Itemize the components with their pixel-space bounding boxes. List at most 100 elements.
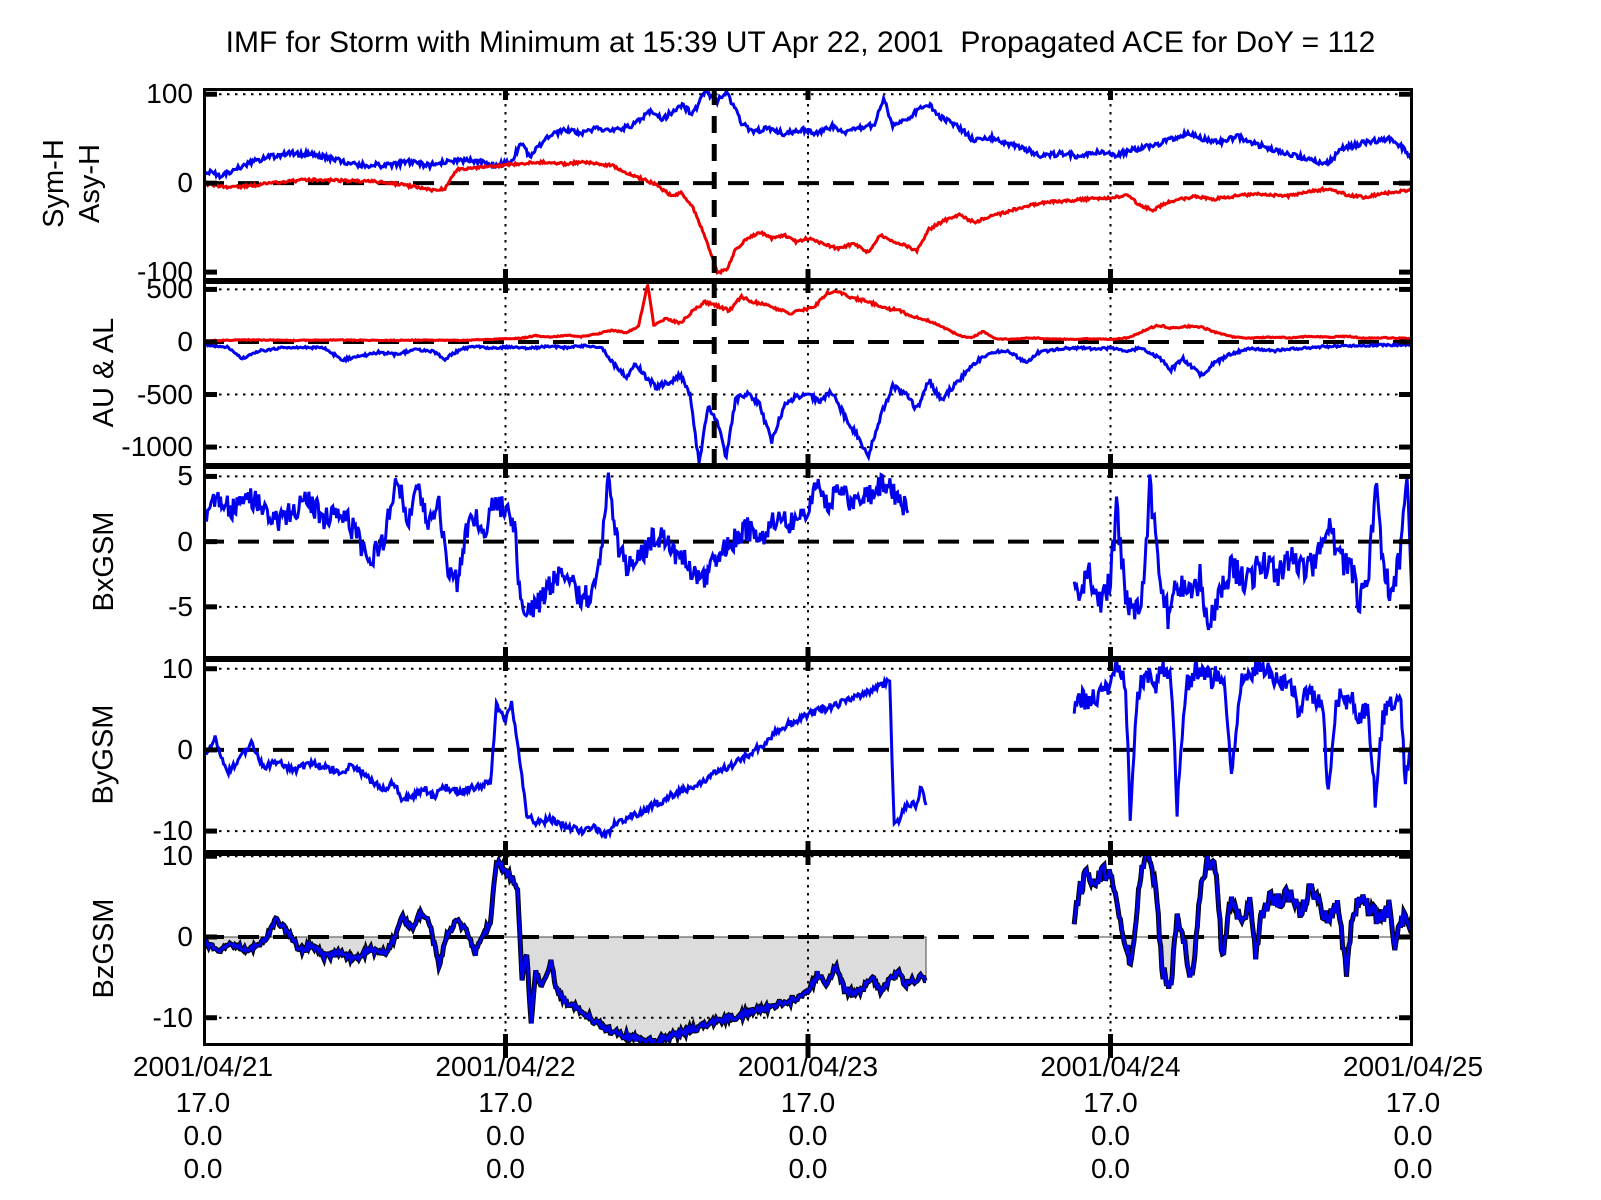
x-tick-value-label: 0.0 bbox=[788, 1120, 828, 1151]
x-tick-date-label: 2001/04/25 bbox=[1342, 1051, 1484, 1082]
y-tick-mark bbox=[1399, 747, 1413, 753]
panel-bxgsm bbox=[203, 466, 1413, 659]
y-tick-mark bbox=[1399, 180, 1413, 186]
x-tick-mark bbox=[805, 647, 811, 659]
y-tick-mark bbox=[203, 604, 217, 610]
series-al bbox=[203, 341, 1413, 464]
x-tick-mark bbox=[1108, 853, 1113, 865]
panel-frame bbox=[203, 281, 1413, 466]
negative-bz-shaded-area bbox=[203, 936, 927, 1046]
y-tick-label: 500 bbox=[146, 273, 193, 305]
y-tick-mark bbox=[203, 339, 217, 345]
y-tick-mark bbox=[203, 91, 217, 97]
x-tick-mark bbox=[805, 454, 811, 466]
y-tick-label: -10 bbox=[152, 815, 193, 847]
x-tick-value-label: 0.0 bbox=[788, 1153, 828, 1184]
x-tick-mark bbox=[503, 466, 508, 478]
x-tick-value-label: 0.0 bbox=[1393, 1120, 1433, 1151]
y-tick-label: -100 bbox=[136, 256, 193, 288]
x-tick-mark bbox=[1108, 647, 1113, 659]
y-tick-mark bbox=[203, 666, 217, 672]
y-tick-label: -1000 bbox=[121, 431, 193, 463]
y-tick-mark bbox=[203, 853, 217, 859]
y-tick-mark bbox=[1399, 91, 1413, 97]
series-sym-h bbox=[203, 158, 1413, 276]
y-tick-mark bbox=[203, 392, 217, 398]
x-tick-value-label: 0.0 bbox=[486, 1120, 525, 1151]
y-tick-mark bbox=[1399, 604, 1413, 610]
x-tick-mark bbox=[503, 1034, 508, 1046]
x-tick-mark bbox=[503, 454, 508, 466]
x-tick-mark bbox=[805, 853, 811, 865]
y-tick-label: 100 bbox=[146, 78, 193, 110]
y-tick-mark bbox=[203, 286, 217, 292]
x-tick-mark bbox=[805, 841, 811, 853]
y-tick-mark bbox=[1399, 934, 1413, 940]
x-tick-mark bbox=[1108, 841, 1113, 853]
panel-au-al bbox=[203, 281, 1413, 466]
y-tick-mark bbox=[1399, 539, 1413, 545]
bottom-axis-ticks bbox=[503, 1045, 1113, 1058]
x-tick-mark bbox=[805, 281, 811, 293]
y-tick-label: 0 bbox=[177, 525, 193, 557]
y-axis-label-bxgsm: BxGSM bbox=[87, 511, 120, 611]
series-au bbox=[203, 281, 1413, 343]
x-tick-mark bbox=[1108, 659, 1113, 671]
x-tick-mark bbox=[805, 1045, 811, 1058]
x-tick-mark bbox=[503, 88, 508, 100]
x-tick-mark bbox=[1108, 1034, 1113, 1046]
series-bxgsm bbox=[203, 472, 910, 618]
y-tick-mark bbox=[1399, 473, 1413, 479]
y-tick-mark bbox=[203, 934, 217, 940]
y-tick-mark bbox=[203, 444, 217, 450]
x-tick-mark bbox=[805, 88, 811, 100]
x-tick-value-label: 17.0 bbox=[1385, 1087, 1441, 1118]
y-tick-mark bbox=[1399, 286, 1413, 292]
y-tick-mark bbox=[203, 473, 217, 479]
x-tick-value-label: 17.0 bbox=[780, 1087, 836, 1118]
y-tick-label: 0 bbox=[177, 920, 193, 952]
x-tick-mark bbox=[1108, 88, 1113, 100]
x-tick-value-label: 0.0 bbox=[486, 1153, 525, 1184]
y-tick-mark bbox=[203, 269, 217, 275]
y-axis-label-sym-h: Sym-H bbox=[37, 138, 70, 228]
panel-frame bbox=[203, 853, 1413, 1046]
series-bxgsm bbox=[1072, 474, 1413, 633]
y-tick-label: 0 bbox=[177, 733, 193, 765]
x-tick-date-label: 2001/04/22 bbox=[435, 1051, 576, 1082]
y-tick-mark bbox=[203, 539, 217, 545]
x-tick-value-label: 17.0 bbox=[1083, 1087, 1138, 1118]
series-asy-h bbox=[203, 88, 1413, 181]
y-tick-label: -500 bbox=[136, 378, 193, 410]
x-tick-mark bbox=[503, 647, 508, 659]
panel-frame bbox=[203, 466, 1413, 659]
x-tick-mark bbox=[1108, 466, 1113, 478]
panel-bzgsm bbox=[203, 853, 1413, 1046]
x-tick-mark bbox=[805, 466, 811, 478]
y-tick-label: 10 bbox=[161, 840, 193, 872]
x-tick-value-label: 0.0 bbox=[1091, 1153, 1130, 1184]
x-tick-mark bbox=[503, 659, 508, 671]
y-tick-mark bbox=[1399, 269, 1413, 275]
series-bzgsm bbox=[1072, 853, 1413, 989]
x-tick-value-label: 0.0 bbox=[1393, 1153, 1433, 1184]
y-tick-label: 0 bbox=[177, 167, 193, 199]
series-bygsm bbox=[203, 675, 928, 840]
x-tick-value-label: 0.0 bbox=[1091, 1120, 1130, 1151]
y-tick-label: 0 bbox=[177, 325, 193, 357]
x-tick-mark bbox=[503, 841, 508, 853]
x-tick-mark bbox=[1108, 281, 1113, 293]
y-tick-label: -10 bbox=[152, 1001, 193, 1033]
x-tick-date-label: 2001/04/21 bbox=[132, 1051, 274, 1082]
panel-bygsm bbox=[203, 659, 1413, 853]
panel-frame bbox=[203, 88, 1413, 281]
y-tick-mark bbox=[203, 828, 217, 834]
y-tick-label: 10 bbox=[161, 652, 193, 684]
x-tick-value-label: 0.0 bbox=[183, 1120, 223, 1151]
series-bygsm bbox=[1072, 659, 1413, 821]
x-tick-mark bbox=[1108, 454, 1113, 466]
x-tick-value-label: 0.0 bbox=[183, 1153, 223, 1184]
x-tick-date-label: 2001/04/23 bbox=[737, 1051, 879, 1082]
x-tick-value-label: 17.0 bbox=[478, 1087, 533, 1118]
